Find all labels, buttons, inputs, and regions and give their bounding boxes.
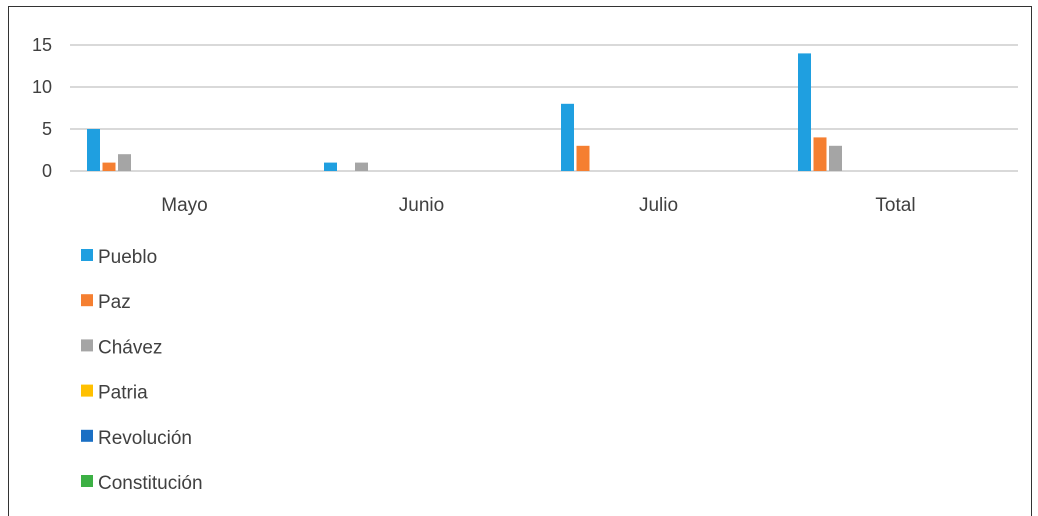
bar-pueblo-julio [561, 103, 574, 171]
bar-paz-julio [576, 145, 590, 171]
legend-swatch [81, 429, 93, 442]
bar-chávez-junio [355, 162, 368, 171]
category-label: Junio [399, 195, 444, 216]
bars [87, 53, 842, 171]
legend-swatch [81, 339, 93, 352]
y-axis-ticks: 0 5 10 15 [32, 35, 52, 181]
gridlines [70, 44, 1018, 172]
legend-swatch [81, 249, 93, 261]
legend-swatch [81, 475, 93, 487]
legend-swatch [81, 384, 93, 397]
legend-label: Constitución [98, 473, 203, 494]
legend-label: Chávez [98, 337, 162, 358]
bar-paz-mayo [102, 162, 116, 171]
legend-label: Revolución [98, 428, 192, 449]
chart-frame [8, 6, 1032, 516]
y-tick-label: 5 [42, 119, 52, 139]
legend: Pueblo Paz Chávez Patria Revolución Constituc… [81, 247, 203, 494]
bar-pueblo-total [798, 53, 811, 171]
legend-label: Paz [98, 292, 131, 313]
y-tick-label: 15 [32, 35, 52, 55]
legend-label: Patria [98, 383, 148, 404]
bar-pueblo-mayo [87, 129, 100, 171]
legend-swatch [81, 294, 93, 307]
legend-label: Pueblo [98, 247, 157, 268]
bar-paz-total [813, 137, 827, 171]
bar-pueblo-junio [324, 162, 337, 171]
bar-chávez-total [829, 145, 842, 171]
category-label: Total [875, 195, 915, 216]
x-axis-categories: Mayo Junio Julio Total [161, 195, 915, 216]
category-label: Mayo [161, 195, 207, 216]
y-tick-label: 0 [42, 161, 52, 181]
bar-chávez-mayo [118, 154, 131, 171]
category-label: Julio [639, 195, 678, 216]
y-tick-label: 10 [32, 77, 52, 97]
